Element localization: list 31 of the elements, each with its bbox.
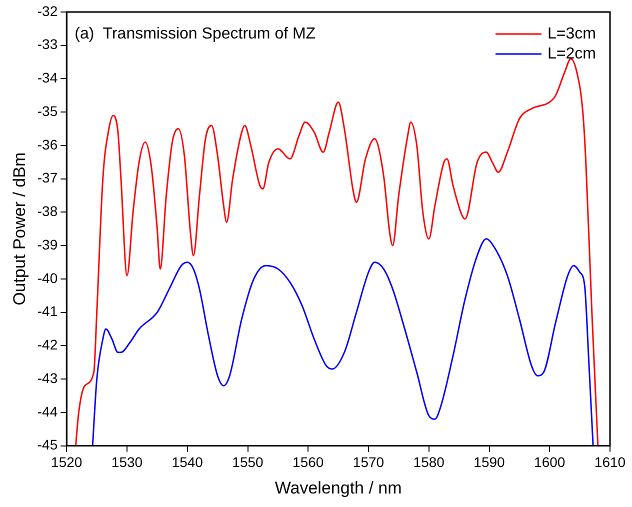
x-tick-label: 1570 [352,454,384,470]
y-tick-label: -41 [37,303,58,320]
y-tick-label: -38 [37,203,58,220]
x-tick-label: 1540 [172,454,204,470]
y-tick-label: -44 [37,403,58,420]
y-tick-label: -37 [37,170,58,186]
x-tick-label: 1600 [534,454,566,470]
x-axis-title: Wavelength / nm [274,478,402,498]
y-tick-label: -33 [37,36,58,52]
x-tick-label: 1520 [51,454,82,470]
y-tick-label: -36 [37,136,58,152]
y-tick-label: -32 [37,2,58,19]
y-tick-label: -34 [37,70,58,86]
x-tick-label: 1550 [232,454,264,470]
annotation: (a) Transmission Spectrum of MZ [74,25,316,42]
y-tick-label: -39 [37,236,58,252]
x-tick-label: 1610 [594,454,626,470]
y-tick-label: -43 [37,370,58,386]
line-series [74,58,599,446]
x-tick-label: 1560 [292,454,324,470]
legend-label: L=3cm [548,25,596,42]
y-tick-label: -40 [37,270,58,286]
y-tick-label: -35 [37,102,58,119]
y-axis-title: Output Power / dBm [10,152,29,306]
legend-label: L=2cm [548,45,596,62]
y-tick-label: -42 [37,336,58,353]
line-series [92,238,594,446]
y-tick-label: -45 [37,436,58,453]
x-tick-label: 1580 [413,454,445,470]
x-tick-label: 1590 [474,454,506,470]
x-tick-label: 1530 [111,454,143,470]
